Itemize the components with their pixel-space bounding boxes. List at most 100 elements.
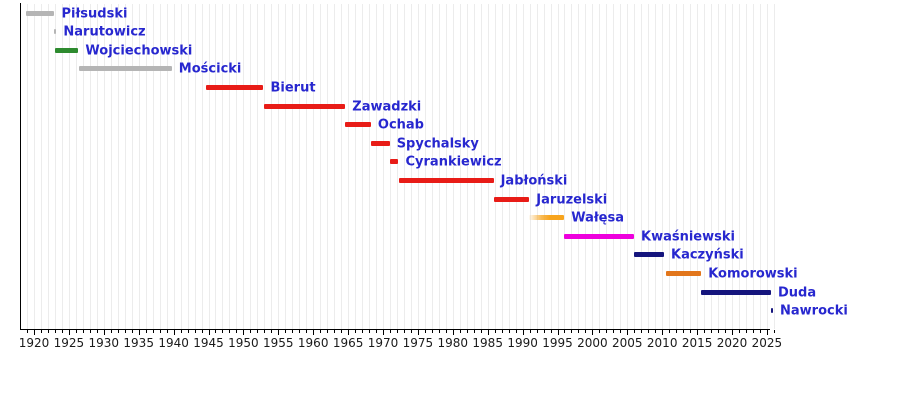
minor-tick [222, 330, 224, 333]
major-tick [138, 330, 140, 335]
minor-tick [320, 330, 322, 333]
gridline [718, 4, 719, 329]
x-tick-label: 2010 [646, 336, 678, 350]
gridline [515, 4, 517, 329]
minor-tick [683, 330, 685, 333]
minor-tick [131, 330, 133, 333]
gridline [208, 4, 210, 329]
minor-tick [571, 330, 573, 333]
minor-tick [334, 330, 336, 333]
major-tick [173, 330, 175, 335]
gridline [173, 4, 175, 329]
gridline [278, 4, 280, 329]
x-tick-label: 1960 [297, 336, 329, 350]
major-tick [732, 330, 733, 335]
president-label: Narutowicz [63, 24, 146, 40]
x-tick-label: 1945 [193, 336, 224, 350]
timeline-bar [529, 215, 565, 221]
x-tick-label: 1955 [263, 336, 294, 350]
gridline [110, 4, 112, 329]
gridline [243, 4, 245, 329]
gridline [571, 4, 573, 329]
minor-tick [648, 330, 650, 333]
timeline-bar [25, 10, 55, 16]
minor-tick [725, 330, 726, 333]
minor-tick [620, 330, 622, 333]
timeline-bar [701, 289, 771, 295]
minor-tick [669, 330, 671, 333]
minor-tick [718, 330, 719, 333]
minor-tick [564, 330, 566, 333]
x-tick-label: 2000 [577, 336, 608, 350]
minor-tick [480, 330, 482, 333]
gridline [585, 4, 587, 329]
gridline [215, 4, 217, 329]
minor-tick [166, 330, 168, 333]
gridline [424, 4, 426, 329]
minor-tick [641, 330, 643, 333]
minor-tick [759, 330, 761, 333]
minor-tick [403, 330, 405, 333]
gridline [410, 4, 412, 329]
gridline [194, 4, 196, 329]
x-tick-label: 1940 [158, 336, 189, 350]
major-tick [313, 330, 315, 335]
gridline [473, 4, 475, 329]
minor-tick [543, 330, 545, 333]
timeline-bar [389, 159, 399, 165]
x-tick-label: 2025 [751, 336, 783, 350]
gridline [564, 4, 566, 329]
x-tick-label: 2015 [681, 336, 713, 350]
gridline [578, 4, 580, 329]
gridline [61, 4, 63, 329]
gridline [529, 4, 531, 329]
president-label: Jaruzelski [536, 192, 608, 207]
gridline [222, 4, 224, 329]
x-tick-label: 2020 [716, 336, 748, 350]
minor-tick [389, 330, 391, 333]
gridline [264, 4, 266, 329]
minor-tick [376, 330, 377, 333]
minor-tick [61, 330, 63, 333]
minor-tick [369, 330, 370, 333]
x-axis-line [20, 329, 770, 330]
minor-tick [187, 330, 189, 333]
x-tick-label: 1985 [472, 336, 503, 350]
minor-tick [424, 330, 426, 333]
minor-tick [327, 330, 329, 333]
minor-tick [299, 330, 301, 333]
minor-tick [459, 330, 461, 333]
major-tick [208, 330, 210, 335]
gridline [697, 4, 699, 329]
gridline [103, 4, 105, 329]
minor-tick [473, 330, 475, 333]
minor-tick [180, 330, 182, 333]
major-tick [68, 330, 70, 335]
minor-tick [438, 330, 440, 333]
minor-tick [257, 330, 259, 333]
gridline [599, 4, 601, 329]
gridline [201, 4, 203, 329]
minor-tick [110, 330, 112, 333]
gridline [34, 4, 35, 329]
timeline-bar [370, 140, 390, 146]
gridline [68, 4, 70, 329]
gridline [187, 4, 189, 329]
minor-tick [445, 330, 447, 333]
gridline [327, 4, 329, 329]
gridline [54, 4, 56, 329]
gridline [655, 4, 657, 329]
gridline [508, 4, 510, 329]
minor-tick [529, 330, 531, 333]
president-label: Mościcki [178, 61, 242, 77]
major-tick [452, 330, 454, 335]
minor-tick [508, 330, 510, 333]
minor-tick [194, 330, 196, 333]
minor-tick [201, 330, 203, 333]
major-tick [103, 330, 105, 335]
president-label: Spychalsky [396, 136, 479, 152]
x-tick-label: 1995 [542, 336, 573, 350]
major-tick [522, 330, 524, 335]
gridline [466, 4, 468, 329]
gridline [348, 4, 350, 329]
